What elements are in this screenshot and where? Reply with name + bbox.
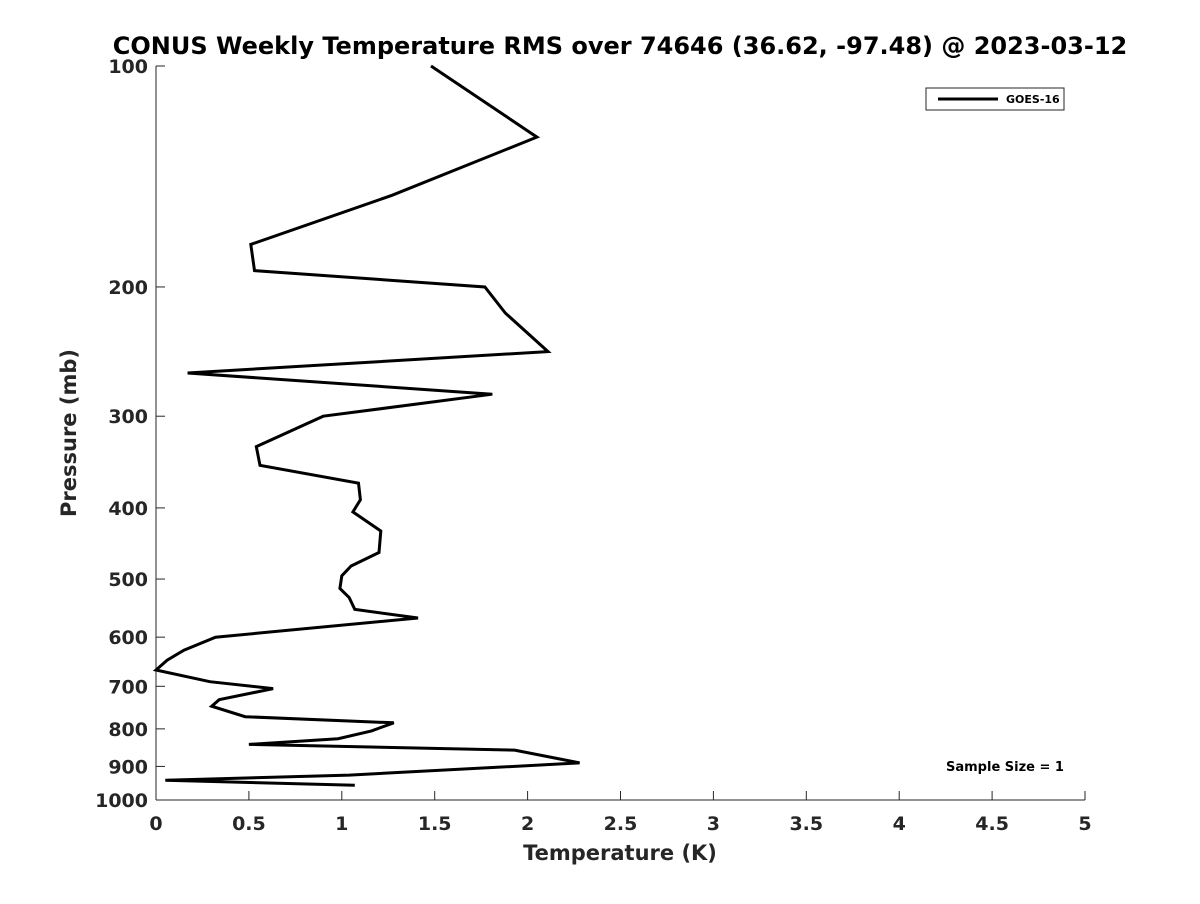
series-group bbox=[152, 64, 580, 787]
x-tick-label: 4 bbox=[893, 813, 906, 835]
x-tick-label: 3.5 bbox=[789, 813, 823, 835]
series-line-goes-16 bbox=[152, 64, 580, 787]
x-axis-label: Temperature (K) bbox=[523, 841, 717, 865]
y-tick-label: 800 bbox=[108, 719, 148, 741]
x-tick-label: 5 bbox=[1078, 813, 1091, 835]
y-tick-label: 200 bbox=[108, 277, 148, 299]
y-tick-label: 1000 bbox=[95, 790, 148, 812]
chart-title: CONUS Weekly Temperature RMS over 74646 … bbox=[113, 32, 1127, 60]
x-tick-label: 1.5 bbox=[418, 813, 452, 835]
x-tick-label: 0.5 bbox=[232, 813, 266, 835]
y-tick-label: 600 bbox=[108, 627, 148, 649]
x-ticks: 0 0.5 1 1.5 2 2.5 3 3.5 4 4.5 5 bbox=[149, 791, 1092, 835]
sample-size-annotation: Sample Size = 1 bbox=[946, 760, 1064, 775]
y-axis-label: Pressure (mb) bbox=[57, 349, 81, 517]
axes bbox=[155, 66, 1085, 801]
x-tick-label: 4.5 bbox=[975, 813, 1009, 835]
x-tick-label: 3 bbox=[707, 813, 720, 835]
legend-label-goes-16: GOES-16 bbox=[1006, 93, 1060, 106]
y-tick-label: 900 bbox=[108, 756, 148, 778]
y-tick-label: 500 bbox=[108, 569, 148, 591]
x-tick-label: 1 bbox=[335, 813, 348, 835]
x-tick-label: 2.5 bbox=[604, 813, 638, 835]
y-tick-label: 400 bbox=[108, 498, 148, 520]
y-ticks: 100 200 300 400 500 600 700 800 900 1000 bbox=[95, 56, 165, 812]
y-tick-label: 700 bbox=[108, 676, 148, 698]
x-tick-label: 0 bbox=[149, 813, 162, 835]
legend: GOES-16 bbox=[925, 87, 1065, 111]
x-tick-label: 2 bbox=[521, 813, 534, 835]
y-tick-label: 300 bbox=[108, 406, 148, 428]
y-tick-label: 100 bbox=[108, 56, 148, 78]
